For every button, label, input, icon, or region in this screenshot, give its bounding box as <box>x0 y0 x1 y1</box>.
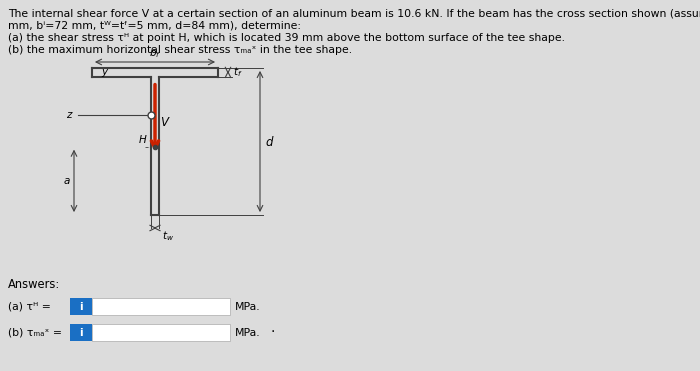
Bar <box>70 324 92 341</box>
Text: i: i <box>79 302 83 312</box>
Text: (a) the shear stress τᴴ at point H, which is located 39 mm above the bottom surf: (a) the shear stress τᴴ at point H, whic… <box>8 33 565 43</box>
Text: MPa.: MPa. <box>235 328 260 338</box>
Text: (a) τᴴ =: (a) τᴴ = <box>8 302 51 312</box>
Text: a: a <box>64 176 70 186</box>
Text: i: i <box>79 328 83 338</box>
Text: (b) the maximum horizontal shear stress τₘₐˣ in the tee shape.: (b) the maximum horizontal shear stress … <box>8 45 352 55</box>
Text: $t_f$: $t_f$ <box>233 65 242 79</box>
Text: Answers:: Answers: <box>8 278 60 291</box>
Text: y: y <box>101 68 107 78</box>
Text: (b) τₘₐˣ =: (b) τₘₐˣ = <box>8 328 62 338</box>
Text: $b_f$: $b_f$ <box>149 46 161 60</box>
Text: $t_w$: $t_w$ <box>162 229 174 243</box>
Text: $d$: $d$ <box>265 135 274 148</box>
Bar <box>70 298 92 315</box>
Bar <box>92 324 230 341</box>
Text: z: z <box>66 111 72 121</box>
Text: ·: · <box>270 325 274 339</box>
Text: MPa.: MPa. <box>235 302 260 312</box>
Text: V: V <box>160 116 168 129</box>
Bar <box>92 298 230 315</box>
Text: mm, bⁱ=72 mm, tᵂ=tᶠ=5 mm, d=84 mm), determine:: mm, bⁱ=72 mm, tᵂ=tᶠ=5 mm, d=84 mm), dete… <box>8 21 301 31</box>
Text: H: H <box>139 135 146 145</box>
Text: The internal shear force V at a certain section of an aluminum beam is 10.6 kN. : The internal shear force V at a certain … <box>8 9 700 19</box>
